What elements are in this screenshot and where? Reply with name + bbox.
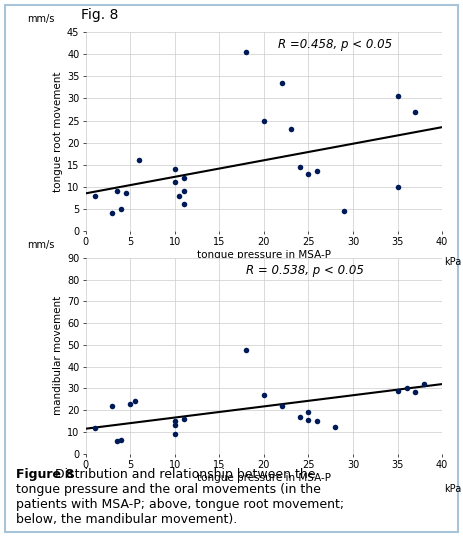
Point [180, 173, 188, 182]
Point [109, 209, 116, 217]
Point [180, 415, 188, 423]
Point [180, 187, 188, 195]
Y-axis label: mandibular movement: mandibular movement [53, 296, 63, 416]
Text: mm/s: mm/s [27, 240, 54, 250]
Point [136, 156, 143, 164]
Point [278, 79, 285, 88]
Point [332, 422, 339, 431]
Point [91, 191, 98, 200]
Point [260, 391, 268, 400]
Point [305, 169, 312, 178]
Point [171, 178, 179, 187]
Point [118, 436, 125, 444]
Text: Figure 8: Figure 8 [16, 468, 74, 481]
Point [421, 380, 428, 388]
Point [305, 408, 312, 417]
Text: below, the mandibular movement).: below, the mandibular movement). [16, 513, 238, 526]
Point [287, 125, 294, 134]
Text: R = 0.538, p < 0.05: R = 0.538, p < 0.05 [246, 264, 364, 277]
Point [394, 386, 401, 395]
Point [243, 346, 250, 354]
Text: Fig. 8: Fig. 8 [81, 8, 119, 22]
Point [296, 412, 303, 421]
Point [394, 183, 401, 191]
Point [412, 107, 419, 116]
Text: Distribution and relationship between the: Distribution and relationship between th… [51, 468, 316, 481]
Point [260, 116, 268, 125]
Point [171, 421, 179, 430]
X-axis label: tongue pressure in MSA-P: tongue pressure in MSA-P [197, 473, 331, 483]
Point [394, 92, 401, 100]
Point [305, 416, 312, 424]
Point [113, 187, 120, 195]
Text: kPa: kPa [444, 257, 461, 267]
Point [314, 167, 321, 176]
Point [260, 278, 268, 286]
Text: patients with MSA-P; above, tongue root movement;: patients with MSA-P; above, tongue root … [16, 498, 344, 511]
Point [403, 384, 410, 393]
Point [171, 417, 179, 425]
Point [243, 48, 250, 56]
Text: tongue pressure and the oral movements (in the: tongue pressure and the oral movements (… [16, 483, 321, 496]
Point [122, 189, 130, 198]
Point [109, 402, 116, 410]
Point [180, 200, 188, 209]
Text: mm/s: mm/s [27, 14, 54, 24]
Text: kPa: kPa [444, 484, 461, 494]
Point [278, 402, 285, 410]
Point [340, 207, 348, 215]
Point [113, 437, 120, 445]
Text: R =0.458, p < 0.05: R =0.458, p < 0.05 [278, 38, 392, 51]
Point [171, 165, 179, 173]
Point [314, 417, 321, 425]
Point [171, 430, 179, 438]
Point [126, 400, 134, 408]
Point [91, 423, 98, 432]
Point [412, 387, 419, 396]
Point [175, 191, 183, 200]
Point [131, 397, 138, 406]
Point [296, 163, 303, 171]
Point [118, 205, 125, 213]
X-axis label: tongue pressure in MSA-P: tongue pressure in MSA-P [197, 250, 331, 260]
Y-axis label: tongue root movement: tongue root movement [53, 71, 63, 192]
